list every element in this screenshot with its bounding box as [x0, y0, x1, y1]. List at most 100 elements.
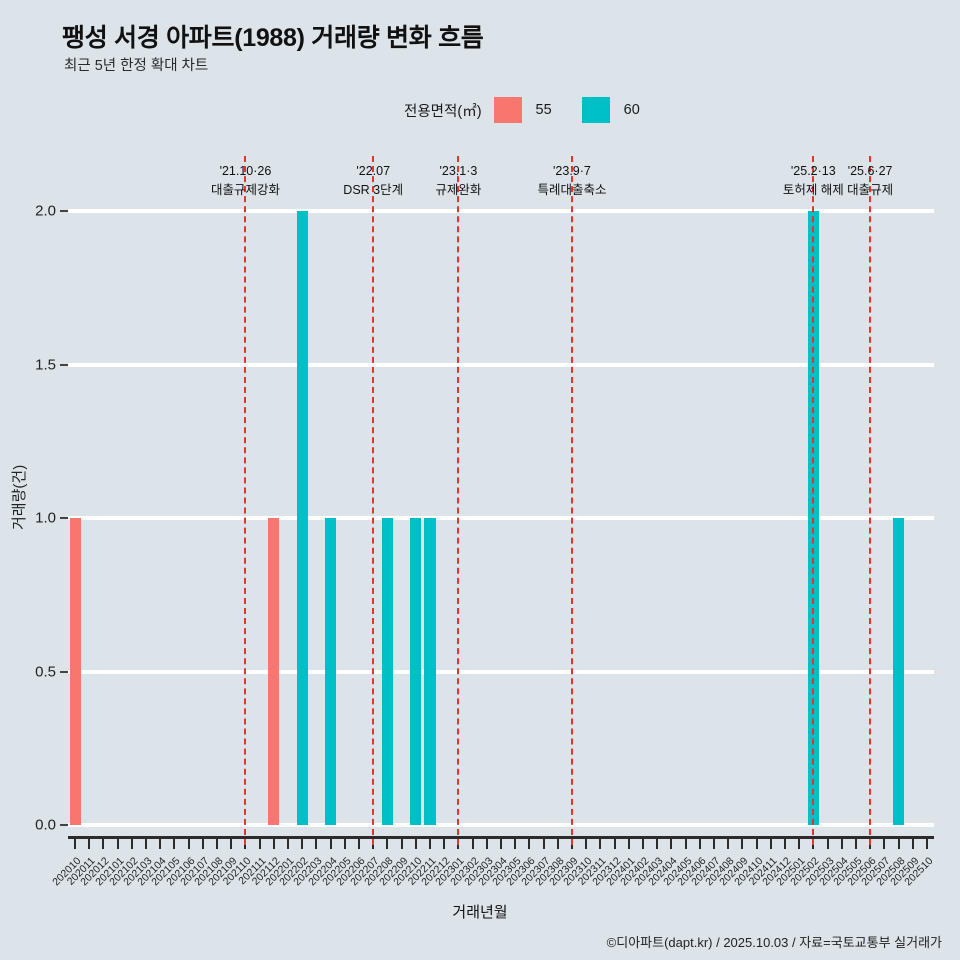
bar[interactable]: [424, 518, 436, 825]
x-tick-mark: [230, 836, 233, 849]
x-tick-mark: [712, 836, 715, 849]
bar[interactable]: [892, 518, 905, 825]
chart-subtitle: 최근 5년 한정 확대 차트: [64, 58, 209, 74]
gridline: [68, 669, 934, 674]
legend-label-60: 60: [623, 102, 640, 118]
x-tick-mark: [755, 836, 758, 849]
event-line: [812, 156, 815, 845]
x-tick-mark: [315, 836, 318, 849]
x-tick-mark: [783, 836, 786, 849]
bar[interactable]: [381, 518, 393, 825]
x-tick-mark: [911, 836, 914, 849]
y-tick-label: 2.0: [35, 202, 56, 220]
x-tick-mark: [500, 836, 502, 849]
x-tick-mark: [556, 836, 559, 849]
event-annotation: '22.07 DSR 3단계: [343, 162, 403, 201]
x-tick-mark: [116, 836, 119, 849]
x-tick-mark: [329, 836, 332, 849]
x-tick-mark: [88, 836, 91, 849]
event-annotation: '23.9·7 특례대출축소: [537, 162, 606, 201]
legend-swatch-60[interactable]: [581, 97, 610, 123]
event-date: '25.2·13: [790, 164, 836, 178]
y-tick-label: 0.5: [35, 663, 56, 680]
event-label: 대출규제강화: [210, 183, 280, 198]
y-tick-mark: [60, 210, 68, 212]
bar[interactable]: [69, 518, 81, 825]
x-tick-mark: [528, 836, 531, 849]
event-date: '23.9·7: [553, 164, 591, 178]
event-line: [869, 156, 872, 845]
event-annotation: '25.2·13 토허제 해제: [783, 162, 844, 201]
x-tick-mark: [641, 836, 644, 849]
x-tick-mark: [287, 836, 290, 849]
legend-label-55: 55: [535, 102, 552, 118]
x-tick-mark: [358, 836, 361, 849]
event-line: [372, 156, 375, 845]
bar[interactable]: [296, 211, 308, 825]
x-tick-mark: [542, 836, 545, 849]
x-tick-mark: [343, 836, 346, 849]
x-tick-mark: [443, 836, 446, 849]
event-line: [244, 156, 247, 845]
x-tick-mark: [145, 836, 148, 849]
x-tick-mark: [897, 836, 900, 849]
y-tick-label: 1.5: [35, 356, 56, 373]
event-date: '22.07: [356, 164, 391, 178]
legend-title: 전용면적(㎡): [404, 103, 482, 120]
event-label: 대출규제: [847, 183, 894, 198]
x-tick-mark: [471, 836, 474, 849]
event-label: 토허제 해제: [782, 183, 844, 198]
x-tick-mark: [414, 836, 417, 849]
gridline: [68, 209, 934, 213]
x-tick-mark: [741, 836, 744, 849]
event-date: '25.6·27: [847, 164, 893, 178]
bar[interactable]: [410, 518, 422, 825]
event-label: 규제완화: [435, 183, 482, 198]
x-tick-mark: [670, 836, 673, 849]
x-tick-mark: [400, 836, 403, 849]
legend: 전용면적(㎡) 55 60: [404, 97, 670, 123]
x-tick-mark: [130, 836, 133, 849]
x-tick-mark: [613, 836, 616, 849]
x-tick-mark: [769, 836, 772, 849]
x-tick-mark: [173, 836, 176, 849]
x-tick-mark: [187, 836, 190, 849]
x-tick-mark: [272, 836, 275, 849]
x-tick-mark: [102, 836, 105, 849]
y-tick-mark: [60, 517, 68, 519]
x-tick-mark: [854, 836, 857, 849]
x-tick-mark: [514, 836, 517, 849]
x-tick-mark: [727, 836, 730, 849]
x-tick-mark: [201, 836, 204, 849]
x-tick-mark: [840, 836, 843, 849]
x-axis-title: 거래년월: [452, 904, 508, 921]
bar[interactable]: [268, 518, 280, 825]
x-tick-mark: [883, 836, 886, 849]
event-date: '23.1·3: [439, 164, 478, 178]
gridline: [68, 516, 934, 520]
x-tick-mark: [74, 836, 77, 849]
x-tick-mark: [216, 836, 219, 849]
bar[interactable]: [325, 518, 337, 825]
event-line: [457, 156, 460, 845]
x-tick-mark: [684, 836, 687, 849]
chart-title: 팽성 서경 아파트(1988) 거래량 변화 흐름: [62, 24, 484, 52]
event-annotation: '25.6·27 대출규제: [847, 162, 893, 201]
y-tick-label: 0.0: [35, 816, 56, 834]
gridline: [68, 362, 934, 367]
event-label: DSR 3단계: [343, 183, 404, 198]
y-tick-label: 1.0: [35, 509, 56, 527]
event-annotation: '23.1·3 규제완화: [435, 162, 481, 201]
x-tick-mark: [698, 836, 701, 849]
event-date: '21.10·26: [219, 164, 272, 178]
plot-area: [68, 209, 934, 827]
y-tick-mark: [60, 363, 68, 366]
event-label: 특례대출축소: [537, 183, 607, 198]
x-tick-mark: [386, 836, 389, 849]
y-tick-mark: [60, 670, 68, 673]
event-line: [570, 156, 573, 845]
x-tick-mark: [599, 836, 602, 849]
legend-swatch-55[interactable]: [493, 97, 522, 123]
x-tick-mark: [429, 836, 432, 849]
